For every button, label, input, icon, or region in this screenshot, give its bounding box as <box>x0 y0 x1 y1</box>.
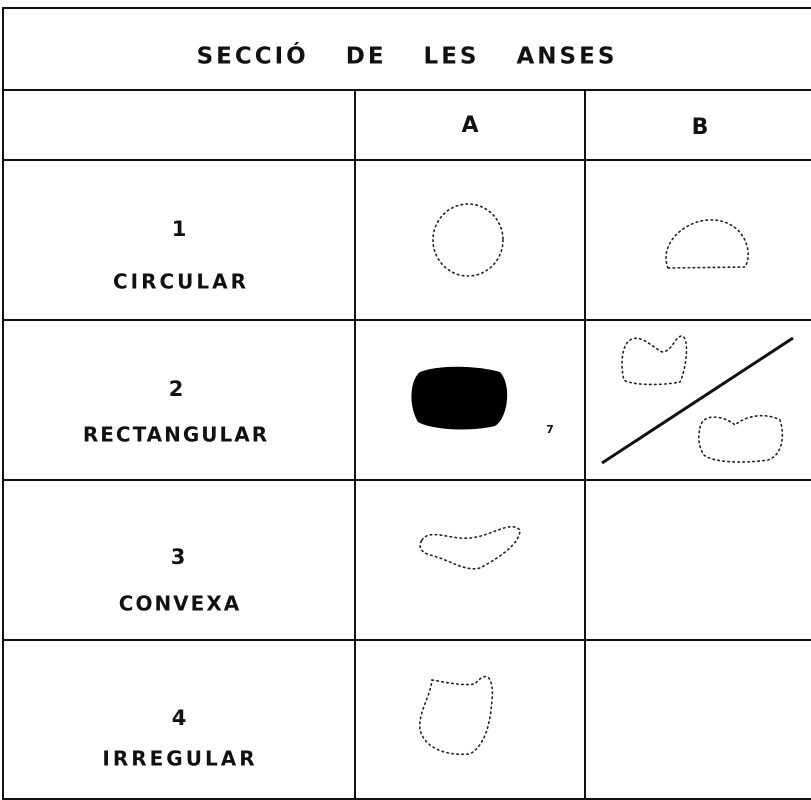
section-rectangular-a <box>411 366 508 430</box>
divider <box>601 336 794 465</box>
row-label: RECTANGULAR <box>83 423 269 447</box>
row-label: CONVEXA <box>119 592 241 616</box>
section-circular-b <box>665 219 749 269</box>
section-rectangular-b1 <box>621 335 688 386</box>
title: SECCIÓ DE LES ANSES <box>197 42 618 70</box>
section-circular-a <box>432 203 504 277</box>
column-header: B <box>692 115 709 140</box>
table-border <box>2 7 811 800</box>
row-label: IRREGULAR <box>102 747 257 771</box>
row-label: CIRCULAR <box>113 270 249 294</box>
section-rectangular-b2 <box>698 414 784 463</box>
row-number: 4 <box>172 706 187 730</box>
column-header: A <box>461 113 478 138</box>
row-number: 2 <box>169 377 184 401</box>
section-convexa-a <box>419 525 521 570</box>
figure-number: 7 <box>546 423 554 436</box>
section-irregular-a <box>419 675 494 756</box>
row-number: 1 <box>172 217 187 241</box>
row-number: 3 <box>171 545 186 569</box>
